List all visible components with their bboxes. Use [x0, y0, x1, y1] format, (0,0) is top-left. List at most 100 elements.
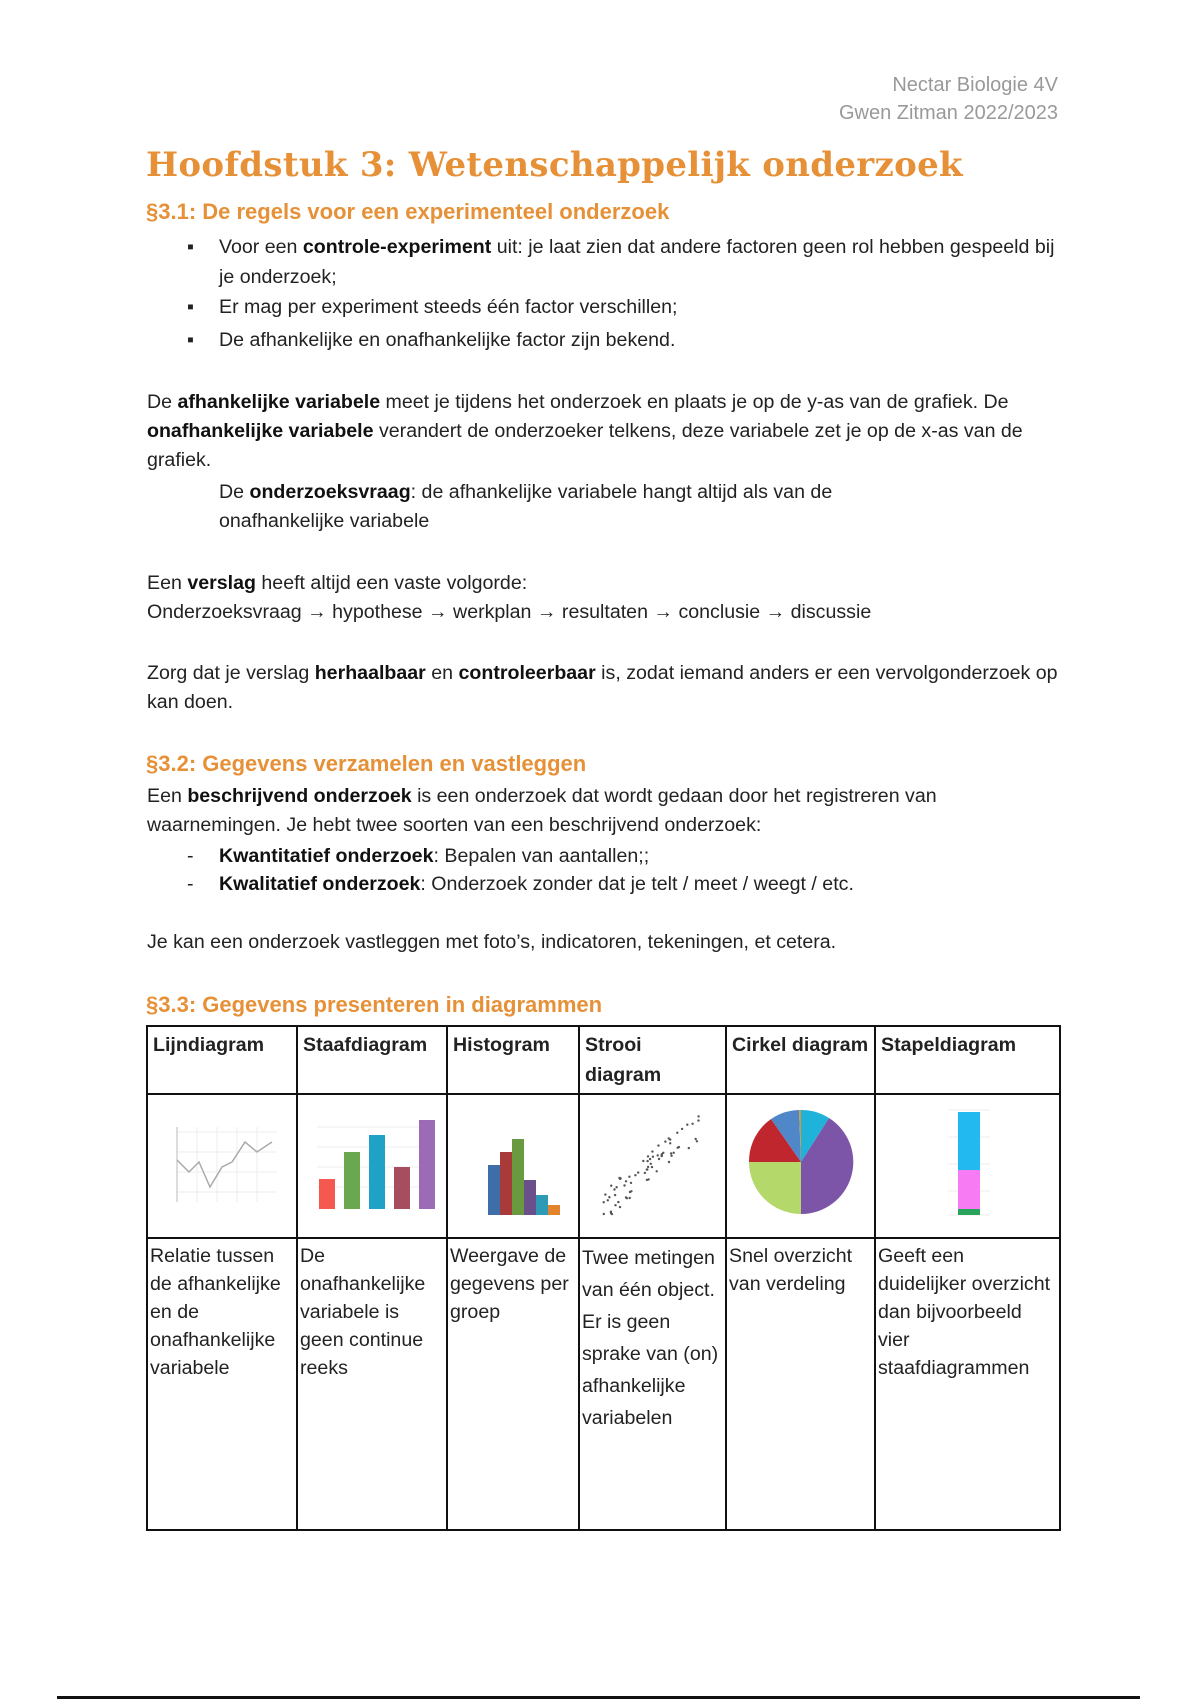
scatter-dot [612, 1188, 616, 1191]
scatter-dot [646, 1178, 650, 1181]
scatter-dot [643, 1171, 646, 1175]
scatter-dot [613, 1193, 616, 1197]
description-cell: Weergave de gegevens per groep [446, 1237, 580, 1531]
section-3-3-heading: §3.3: Gegevens presenteren in diagrammen [146, 992, 603, 1017]
list-item: - Kwalitatief onderzoek: Onderzoek zonde… [187, 869, 1057, 899]
scatter-dot [646, 1155, 649, 1158]
scatter-dot [624, 1180, 627, 1183]
scatter-dot [696, 1119, 700, 1122]
description-cell: Snel overzicht van verdeling [725, 1237, 876, 1531]
scatter-dot [627, 1175, 631, 1178]
scatter-dot [668, 1138, 671, 1141]
scatter-dot [685, 1123, 688, 1126]
scatter-dot [696, 1115, 700, 1118]
description-cell: Relatie tussen de afhankelijke en de ona… [146, 1237, 298, 1531]
header-author: Gwen Zitman 2022/2023 [838, 102, 1058, 124]
scatter-dot [618, 1205, 621, 1209]
line-chart-icon [176, 1127, 277, 1202]
scatter-dot [660, 1154, 663, 1158]
section-3-2-heading: §3.2: Gegevens verzamelen en vastleggen [146, 751, 587, 776]
scatter-dot [675, 1131, 678, 1134]
scatter-dot [606, 1199, 609, 1202]
scatter-dot [614, 1186, 618, 1189]
scatter-dot [613, 1204, 617, 1207]
scatter-dot [669, 1154, 673, 1157]
scatter-dot [687, 1146, 690, 1150]
scatter-dot [672, 1151, 675, 1154]
bar-chart-icon [317, 1120, 435, 1209]
column-header: Staafdiagram [296, 1025, 448, 1095]
scatter-dot [645, 1159, 649, 1163]
histogram-icon [488, 1139, 560, 1215]
list-item: ▪ De afhankelijke en onafhankelijke fact… [187, 325, 1057, 355]
scatter-dot [680, 1127, 683, 1131]
column-header: Histogram [446, 1025, 580, 1095]
scatter-dot [602, 1201, 605, 1204]
scatter-dot [667, 1160, 670, 1164]
scatter-dot [661, 1151, 664, 1154]
scatter-dot [655, 1170, 658, 1173]
section-3-1-heading: §3.1: De regels voor een experimenteel o… [146, 199, 670, 224]
scatter-dot [641, 1159, 644, 1163]
scatter-dot [610, 1212, 613, 1216]
scatter-dot [646, 1165, 649, 1169]
scatter-dot [656, 1154, 659, 1157]
stacked-bar-icon [947, 1109, 990, 1216]
footer-divider [57, 1696, 1140, 1699]
scatter-dot [633, 1174, 637, 1177]
scatter-dot [609, 1184, 612, 1187]
paragraph-report: Een verslag heeft altijd een vaste volgo… [147, 569, 1059, 627]
paragraph-record: Je kan een onderzoek vastleggen met foto… [147, 931, 837, 953]
scatter-dot [607, 1196, 611, 1199]
bullet-icon: ▪ [187, 296, 194, 318]
scatter-dot [603, 1193, 607, 1196]
scatter-dot [695, 1140, 698, 1143]
paragraph-descriptive: Een beschrijvend onderzoek is een onderz… [147, 785, 937, 836]
column-header: Stapeldiagram [874, 1025, 1061, 1095]
scatter-dot [649, 1162, 652, 1165]
scatter-dot [624, 1196, 627, 1199]
scatter-dot [650, 1150, 654, 1153]
column-header: Strooi diagram [578, 1025, 727, 1095]
bullet-icon: - [187, 873, 194, 895]
bullet-icon: - [187, 845, 194, 867]
paragraph-research-question: De onderzoeksvraag: de afhankelijke vari… [219, 481, 833, 532]
column-header: Lijndiagram [146, 1025, 298, 1095]
scatter-dot [694, 1137, 697, 1141]
scatter-dot [669, 1152, 672, 1155]
description-cell: Geeft een duidelijker overzicht dan bijv… [874, 1237, 1061, 1531]
scatter-plot-icon [602, 1115, 700, 1216]
bullet-icon: ▪ [187, 236, 194, 258]
list-item: ▪ Voor een controle-experiment uit: je l… [187, 232, 1057, 292]
header-course: Nectar Biologie 4V [892, 74, 1058, 96]
scatter-dot [668, 1142, 671, 1145]
scatter-dot [636, 1171, 639, 1174]
description-cell: Twee metingen van één object. Er is geen… [578, 1237, 727, 1531]
description-cell: De onafhankelijke variabele is geen cont… [296, 1237, 448, 1531]
column-header: Cirkel diagram [725, 1025, 876, 1095]
scatter-dot [676, 1146, 679, 1149]
scatter-dot [622, 1184, 626, 1187]
pie-chart-icon [748, 1109, 853, 1215]
scatter-dot [629, 1181, 632, 1185]
scatter-dot [616, 1200, 620, 1204]
scatter-dot [690, 1122, 694, 1125]
report-order: Onderzoeksvraag → hypothese → werkplan →… [147, 601, 872, 623]
scatter-dot [651, 1155, 654, 1158]
bullet-icon: ▪ [187, 329, 194, 351]
scatter-dot [657, 1157, 660, 1161]
scatter-dot [648, 1157, 651, 1161]
list-item: - Kwantitatief onderzoek: Bepalen van aa… [187, 841, 1057, 871]
list-item: ▪ Er mag per experiment steeds één facto… [187, 292, 1057, 322]
scatter-dot [656, 1144, 660, 1147]
scatter-dot [663, 1140, 667, 1143]
scatter-dot [602, 1212, 605, 1216]
scatter-dot [650, 1165, 653, 1169]
scatter-dot [628, 1190, 631, 1194]
paragraph-variables: De afhankelijke variabele meet je tijden… [147, 391, 1023, 471]
page-title: Hoofdstuk 3: Wetenschappelijk onderzoek [146, 145, 963, 185]
scatter-dot [628, 1196, 631, 1200]
scatter-dot [617, 1176, 621, 1180]
paragraph-repeatable: Zorg dat je verslag herhaalbaar en contr… [147, 662, 1058, 713]
scatter-dot [645, 1168, 648, 1171]
